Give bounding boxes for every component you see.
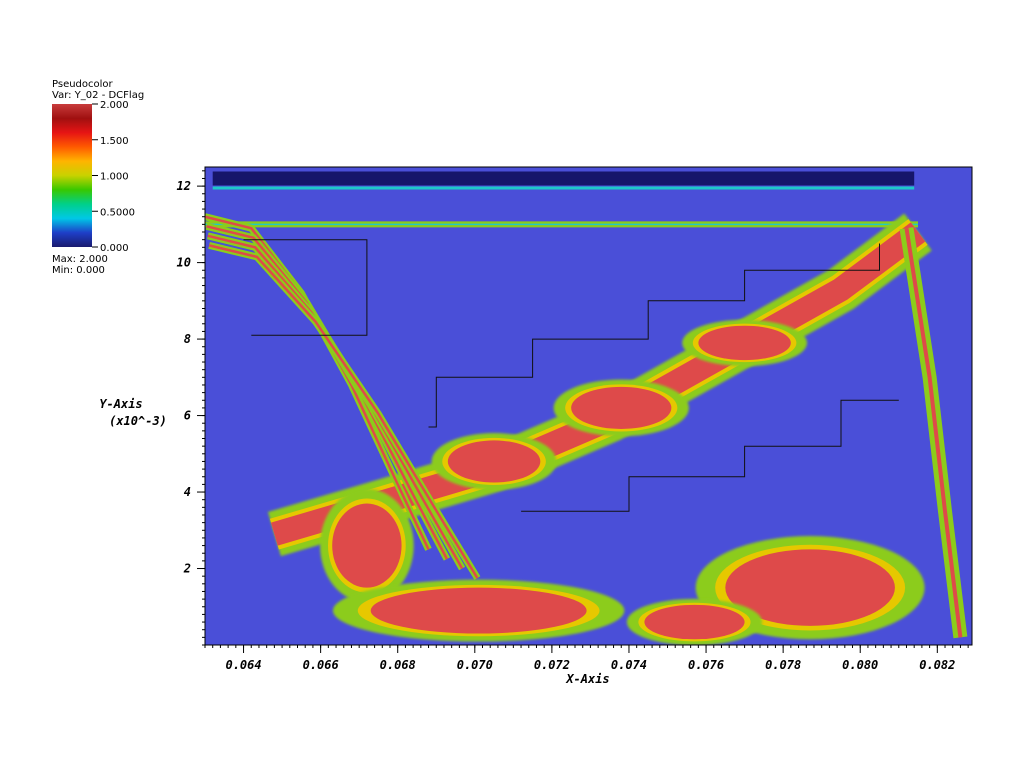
blob-core: [698, 325, 791, 361]
x-axis: 0.064 0.066 0.068 0.070 0.072 0.074 0.076 0.078…: [204, 645, 969, 672]
blob-core: [447, 440, 541, 483]
shock-line-core: [208, 244, 479, 579]
colorbar-tick-label: 2.000: [100, 100, 129, 111]
y-tick-label: 12: [177, 179, 191, 193]
colorbar-tick-label: 0.000: [100, 243, 129, 254]
legend-plot-type: Pseudocolor: [52, 79, 114, 90]
x-tick-label: 0.064: [225, 658, 261, 672]
contour-line: [521, 399, 899, 512]
x-tick-label: 0.078: [765, 658, 801, 672]
x-tick-label: 0.080: [842, 658, 878, 672]
x-tick-label: 0.076: [688, 658, 724, 672]
blob-core: [725, 549, 895, 626]
y-tick-label: 8: [184, 332, 191, 346]
contour-line: [243, 239, 368, 336]
plot-frame: [204, 166, 973, 646]
blob-core: [370, 587, 587, 634]
colorbar-legend: Pseudocolor Var: Y_02 - DCFlag 2.000 1.50…: [52, 79, 144, 276]
x-tick-label: 0.082: [919, 658, 955, 672]
contour-line: [428, 243, 880, 428]
blob-core: [571, 386, 672, 429]
vertical-shock-core: [904, 227, 963, 638]
x-tick-label: 0.070: [457, 658, 493, 672]
x-tick-label: 0.066: [303, 658, 339, 672]
y-tick-label: 4: [184, 485, 191, 499]
x-tick-label: 0.068: [380, 658, 416, 672]
blob-core: [332, 503, 402, 588]
legend-max: Max: 2.000: [52, 254, 108, 265]
heatmap-features: [205, 171, 968, 645]
colorbar-tick-label: 1.000: [100, 172, 129, 183]
y-tick-label: 10: [177, 256, 191, 270]
colorbar-tick-label: 0.5000: [100, 207, 135, 218]
y-axis-title: Y-Axis: [99, 397, 142, 411]
y-tick-label: 6: [184, 409, 191, 423]
legend-min: Min: 0.000: [52, 265, 105, 276]
x-tick-label: 0.074: [611, 658, 647, 672]
y-axis-scale: (x10^-3): [109, 414, 167, 428]
colorbar-ticks: 2.000 1.500 1.000 0.5000 0.000: [92, 100, 135, 254]
x-tick-label: 0.072: [534, 658, 570, 672]
x-axis-title: X-Axis: [565, 672, 609, 686]
y-tick-label: 2: [183, 562, 191, 576]
colorbar-tick-label: 1.500: [100, 136, 129, 147]
colorbar: [52, 104, 92, 247]
y-axis: 2 4 6 8 10 12: [177, 170, 205, 646]
blob-core: [644, 604, 745, 640]
plot-area: [204, 166, 973, 646]
legend-variable: Var: Y_02 - DCFlag: [52, 90, 144, 101]
